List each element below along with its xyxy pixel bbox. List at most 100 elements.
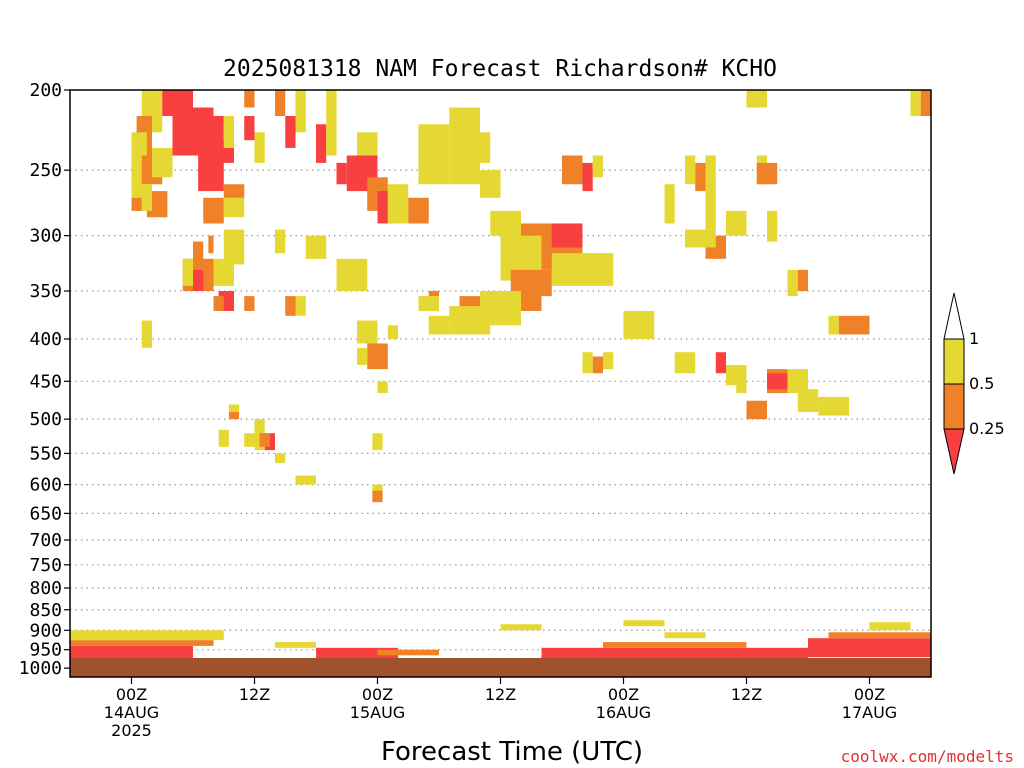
ri-cell-79 bbox=[664, 184, 675, 224]
ri-cell-22 bbox=[326, 90, 337, 156]
x-tick-label-24-1: 15AUG bbox=[350, 703, 405, 722]
ri-cell-113 bbox=[372, 433, 383, 451]
ri-cell-34 bbox=[551, 223, 583, 248]
x-tick-label-48-1: 16AUG bbox=[596, 703, 651, 722]
ri-cell-25 bbox=[357, 132, 378, 156]
ri-cell-41 bbox=[449, 306, 491, 335]
ri-cell-71 bbox=[818, 396, 849, 416]
y-tick-label-700: 700 bbox=[29, 530, 62, 551]
pbl-cell-3 bbox=[70, 630, 224, 641]
plot-area bbox=[69, 89, 932, 678]
ri-cell-98 bbox=[592, 155, 603, 178]
ri-cell-59 bbox=[367, 343, 388, 370]
y-tick-label-250: 250 bbox=[29, 160, 62, 181]
pbl-cell-4 bbox=[316, 647, 398, 660]
x-tick-label-72-0: 00Z bbox=[854, 685, 885, 704]
colorbar-label-1: 1 bbox=[969, 329, 979, 348]
ri-cell-114 bbox=[372, 490, 383, 503]
ri-cell-70 bbox=[797, 389, 819, 412]
ri-cell-55 bbox=[336, 258, 368, 292]
ri-cell-46 bbox=[213, 258, 234, 286]
ri-cell-17 bbox=[254, 132, 265, 163]
y-tick-label-650: 650 bbox=[29, 503, 62, 524]
ri-cell-62 bbox=[377, 381, 388, 394]
ri-cell-29 bbox=[408, 197, 429, 224]
colorbar-bottom-triangle bbox=[943, 428, 965, 475]
x-tick-label-72-1: 17AUG bbox=[842, 703, 897, 722]
ri-cell-58 bbox=[357, 320, 378, 344]
y-tick-label-600: 600 bbox=[29, 475, 62, 496]
colorbar-yellow bbox=[943, 338, 965, 385]
ri-cell-90 bbox=[797, 269, 808, 292]
x-tick-label-36-0: 12Z bbox=[485, 685, 516, 704]
x-axis-label: Forecast Time (UTC) bbox=[381, 737, 643, 767]
ri-cell-18 bbox=[275, 90, 286, 116]
ri-cell-51 bbox=[208, 235, 214, 254]
ri-cell-106 bbox=[275, 453, 286, 464]
pbl-cell-9 bbox=[664, 632, 706, 639]
colorbar-label-0.5: 0.5 bbox=[969, 374, 994, 393]
ri-cell-53 bbox=[275, 229, 286, 254]
ri-cell-78 bbox=[838, 315, 870, 335]
pbl-cell-10 bbox=[808, 638, 931, 658]
pbl-cell-6 bbox=[275, 642, 316, 648]
ri-cell-60 bbox=[357, 347, 368, 365]
ri-cell-82 bbox=[705, 155, 716, 230]
colorbar-label-0.25: 0.25 bbox=[969, 419, 1005, 438]
y-tick-label-500: 500 bbox=[29, 409, 62, 430]
ri-cell-109 bbox=[259, 433, 270, 447]
ri-cell-30 bbox=[418, 124, 450, 185]
ri-cell-54 bbox=[305, 235, 327, 259]
ri-cell-42 bbox=[428, 315, 450, 335]
ri-cell-75 bbox=[592, 356, 603, 374]
y-axis: 200 250 300 350 400 450 500 550 600 650 700 7508008… bbox=[19, 80, 70, 679]
ri-cell-103 bbox=[244, 296, 255, 311]
ri-cell-81 bbox=[695, 162, 706, 192]
pbl-cell-12 bbox=[869, 622, 911, 631]
ri-cell-12 bbox=[223, 184, 245, 198]
chart-title: 2025081318 NAM Forecast Richardson# KCHO bbox=[223, 56, 777, 82]
ri-cell-99 bbox=[449, 107, 480, 185]
x-tick-label-12-0: 12Z bbox=[239, 685, 270, 704]
pbl-cell-7 bbox=[541, 647, 808, 660]
colorbar-top-triangle bbox=[943, 292, 965, 340]
pbl-cell-2 bbox=[70, 640, 214, 646]
y-tick-label-900: 900 bbox=[29, 620, 62, 641]
ri-cell-108 bbox=[244, 433, 255, 447]
ri-cell-76 bbox=[603, 352, 614, 370]
ri-cell-20 bbox=[295, 90, 306, 133]
y-tick-label-950: 950 bbox=[29, 640, 62, 661]
ri-cell-69 bbox=[787, 369, 808, 394]
pbl-cell-11 bbox=[828, 632, 931, 639]
ri-cell-50 bbox=[213, 296, 224, 311]
ri-cell-28 bbox=[387, 184, 409, 224]
y-tick-label-1000: 1000 bbox=[19, 658, 62, 679]
ri-cell-100 bbox=[480, 170, 501, 198]
pbl-cell-14 bbox=[623, 620, 665, 627]
ri-cell-66 bbox=[715, 352, 726, 374]
y-tick-label-300: 300 bbox=[29, 226, 62, 247]
ri-cell-91 bbox=[746, 90, 767, 108]
watermark: coolwx.com/modelts bbox=[841, 747, 1014, 766]
ri-cell-111 bbox=[228, 411, 240, 420]
ri-cell-10 bbox=[203, 197, 224, 224]
pbl-cell-1 bbox=[70, 645, 193, 660]
ri-cell-115 bbox=[372, 484, 383, 491]
ri-cell-87 bbox=[756, 162, 778, 185]
y-tick-label-750: 750 bbox=[29, 555, 62, 576]
ri-cell-37 bbox=[551, 253, 614, 286]
pbl-cell-5 bbox=[377, 649, 439, 656]
ri-cell-73 bbox=[736, 377, 747, 394]
pbl-cell-13 bbox=[500, 624, 542, 631]
ri-cell-88 bbox=[767, 210, 778, 242]
y-tick-label-450: 450 bbox=[29, 371, 62, 392]
ri-cell-110 bbox=[228, 404, 240, 412]
colorbar-orange bbox=[943, 383, 965, 430]
ri-cell-102 bbox=[193, 241, 204, 265]
y-tick-label-400: 400 bbox=[29, 329, 62, 350]
ri-cell-80 bbox=[685, 155, 696, 185]
ri-cell-101 bbox=[131, 197, 142, 211]
ri-cell-63 bbox=[623, 310, 655, 339]
richardson-cells bbox=[70, 90, 931, 665]
